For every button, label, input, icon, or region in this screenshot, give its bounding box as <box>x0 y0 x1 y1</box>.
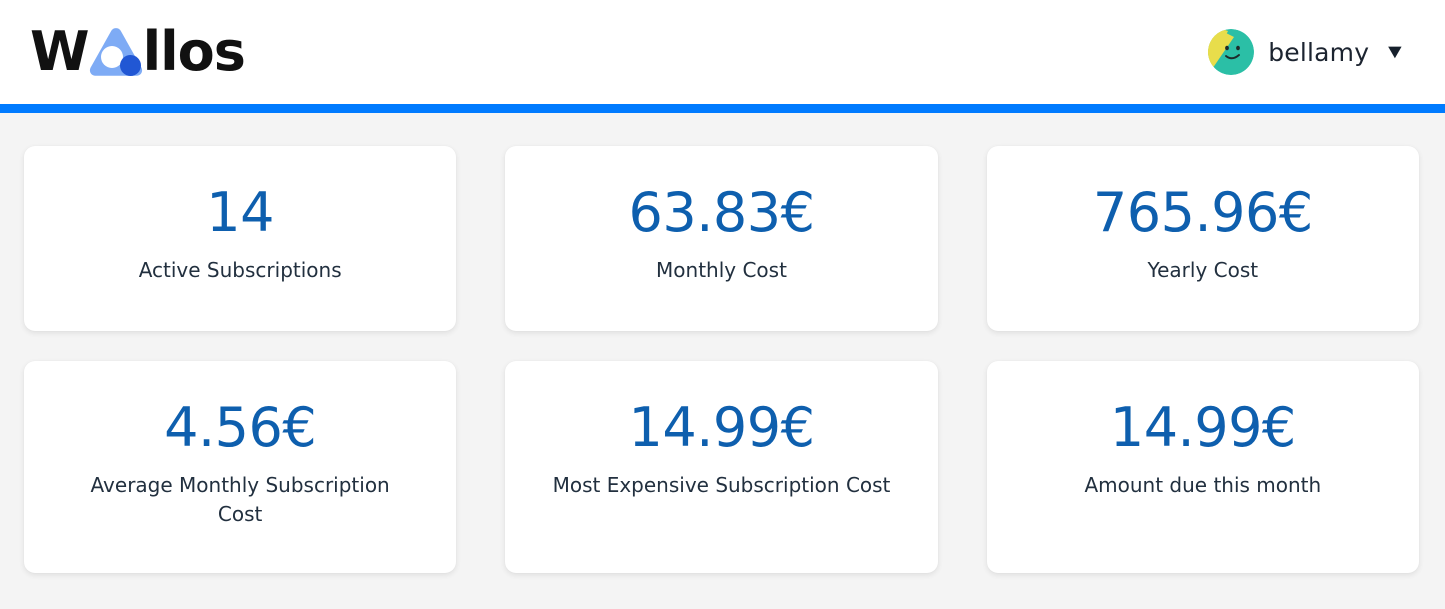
stats-grid: 14 Active Subscriptions 63.83€ Monthly C… <box>24 146 1419 573</box>
brand-wordmark: W llos <box>30 20 246 83</box>
main-content: 14 Active Subscriptions 63.83€ Monthly C… <box>0 113 1445 573</box>
stat-label: Active Subscriptions <box>138 258 342 282</box>
avatar <box>1208 29 1255 75</box>
chevron-down-icon[interactable]: ▼ <box>1383 41 1407 63</box>
stat-value: 14 <box>206 181 275 244</box>
stat-card-average-monthly-subscription-cost: 4.56€ Average Monthly Subscription Cost <box>24 361 457 573</box>
stat-card-monthly-cost: 63.83€ Monthly Cost <box>505 146 938 331</box>
stat-card-active-subscriptions: 14 Active Subscriptions <box>24 146 457 331</box>
stat-label: Average Monthly Subscription Cost <box>90 473 390 526</box>
stat-value: 14.99€ <box>1109 396 1296 459</box>
stat-label: Monthly Cost <box>656 258 787 282</box>
stat-card-most-expensive-subscription-cost: 14.99€ Most Expensive Subscription Cost <box>505 361 938 573</box>
stat-value: 63.83€ <box>628 181 815 244</box>
brand-text-before: W <box>30 20 90 83</box>
wallos-triangle-logo-icon <box>85 26 147 82</box>
stat-value: 14.99€ <box>628 396 815 459</box>
stat-card-amount-due-this-month: 14.99€ Amount due this month <box>986 361 1419 573</box>
brand-logo[interactable]: W llos <box>30 0 246 104</box>
stat-label: Amount due this month <box>1084 473 1322 497</box>
user-name-label: bellamy <box>1268 37 1370 67</box>
app-header: W llos <box>0 0 1445 104</box>
brand-text-after: llos <box>142 20 246 83</box>
stat-label: Yearly Cost <box>1147 258 1259 282</box>
stat-value: 765.96€ <box>1092 181 1313 244</box>
stat-card-yearly-cost: 765.96€ Yearly Cost <box>986 146 1419 331</box>
accent-bar <box>0 104 1445 113</box>
stat-label: Most Expensive Subscription Cost <box>552 473 891 497</box>
stat-value: 4.56€ <box>164 396 317 459</box>
user-menu[interactable]: bellamy ▼ <box>1208 29 1407 75</box>
